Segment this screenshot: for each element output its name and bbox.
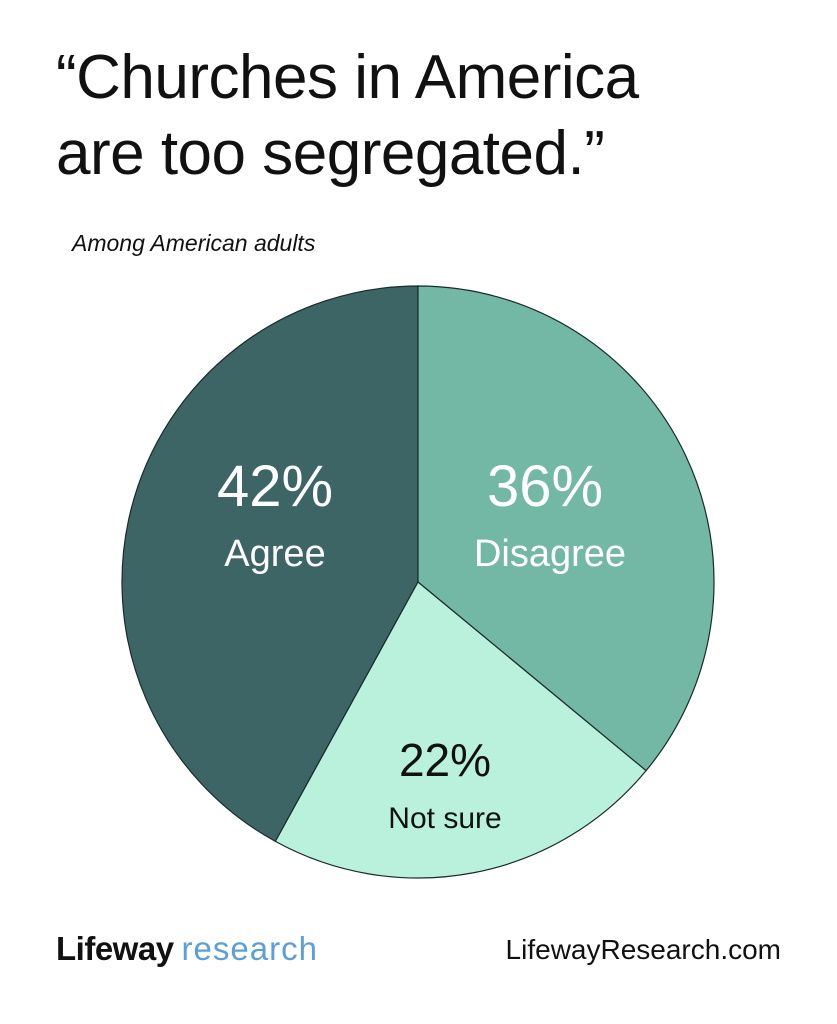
pie-slice-agree	[121, 285, 419, 843]
pie-slice-not-sure	[274, 581, 647, 879]
brand-logo: Lifeway research	[56, 930, 318, 968]
slice-value-label: 36%	[487, 454, 603, 519]
footer-url: LifewayResearch.com	[505, 934, 781, 965]
brand-logo-secondary: research	[181, 930, 318, 967]
pie-chart: 42% Agree 36% Disagree 22% Not sure	[121, 285, 715, 879]
chart-subtitle: Among American adults	[72, 230, 316, 256]
slice-value-label: 22%	[399, 734, 491, 786]
brand-logo-primary: Lifeway	[56, 930, 174, 967]
slice-category-label: Not sure	[388, 802, 501, 835]
title-line-2: are too segregated.”	[56, 119, 605, 188]
pie-slice-disagree	[417, 285, 715, 772]
slice-category-label: Disagree	[474, 533, 626, 575]
slice-category-label: Agree	[224, 533, 325, 575]
slice-value-label: 42%	[217, 454, 333, 519]
chart-title: “Churches in America are too segregated.…	[56, 40, 816, 192]
title-line-1: “Churches in America	[56, 43, 639, 112]
